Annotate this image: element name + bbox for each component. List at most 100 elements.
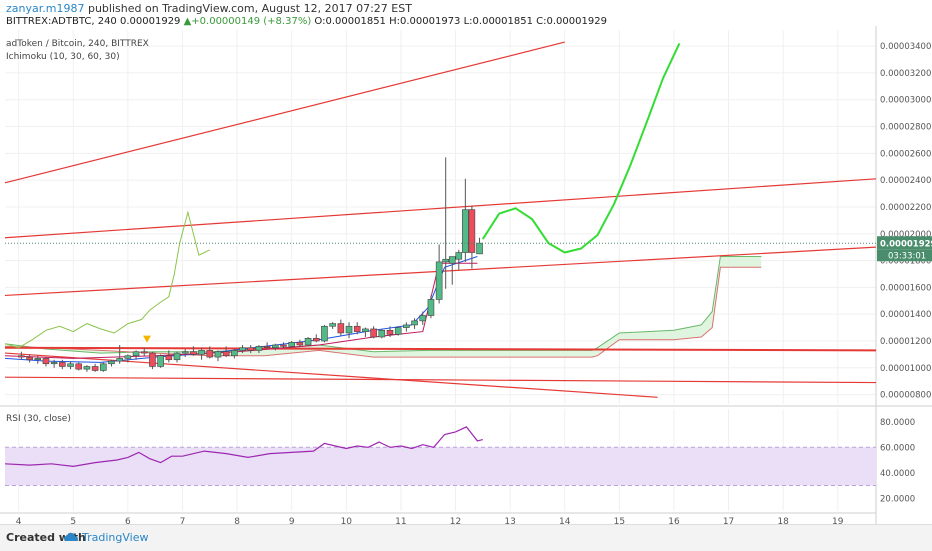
candle-body xyxy=(321,325,328,342)
rsi-axis-label: 80.0000 xyxy=(880,418,915,428)
author-link[interactable]: zanyar.m1987 xyxy=(6,2,85,15)
rsi-axis-label: 60.0000 xyxy=(880,443,915,453)
candle-body xyxy=(239,347,246,351)
trend-line xyxy=(4,178,877,239)
candle-body xyxy=(419,315,427,322)
ichimoku-cloud xyxy=(5,256,762,358)
chart-title-label: adToken / Bitcoin, 240, BITTREX xyxy=(6,39,149,49)
candle-body xyxy=(353,325,361,332)
candle-body xyxy=(362,328,369,332)
price-axis-label: 0.00000800 xyxy=(880,391,931,401)
candle-body xyxy=(272,344,279,348)
time-axis-label: 6 xyxy=(125,517,131,524)
candle-body xyxy=(394,327,402,335)
ohlc-values: O:0.00001851 H:0.00001973 L:0.00001851 C… xyxy=(311,16,607,27)
price-axis-label: 0.00001800 xyxy=(880,257,931,267)
rsi-legend-label: RSI (30, close) xyxy=(6,414,71,424)
time-axis-label: 9 xyxy=(289,517,295,524)
price-axis-label: 0.00003000 xyxy=(880,96,931,106)
ichimoku-legend-label: Ichimoku (10, 30, 60, 30) xyxy=(6,52,120,62)
candle-body xyxy=(26,356,33,361)
candle-body xyxy=(378,329,386,338)
candle-body xyxy=(214,351,222,358)
candle-body xyxy=(296,342,304,346)
rsi-band xyxy=(5,447,876,486)
ichimoku-base-line xyxy=(4,262,478,359)
candle-body xyxy=(329,323,336,327)
candle-body xyxy=(304,338,312,346)
candle-body xyxy=(124,355,132,359)
symbol-info-line: BITTREX:ADTBTC, 240 0.00001929 ▲+0.00000… xyxy=(6,16,607,27)
trend-line xyxy=(4,41,565,184)
time-axis-label: 5 xyxy=(70,517,76,524)
price-axis-label: 0.00003400 xyxy=(880,42,931,52)
rsi-axis-label: 40.0000 xyxy=(880,469,915,479)
time-axis-label: 18 xyxy=(777,517,789,524)
candle-body xyxy=(181,351,189,354)
price-axis-label: 0.00002400 xyxy=(880,176,931,186)
candle-body xyxy=(476,242,483,255)
price-axis-label: 0.00001600 xyxy=(880,283,931,293)
price-axis-label: 0.00002000 xyxy=(880,230,931,240)
candle-body xyxy=(206,350,214,358)
candle-body xyxy=(140,351,148,354)
candle-body xyxy=(312,338,320,342)
time-axis-label: 15 xyxy=(614,517,625,524)
candle-body xyxy=(198,350,205,355)
candle-body xyxy=(91,366,99,371)
candle-body xyxy=(263,346,271,348)
publish-info: published on TradingView.com, August 12,… xyxy=(84,2,412,15)
tradingview-cloud-icon xyxy=(64,532,78,541)
candle-body xyxy=(435,261,443,300)
time-axis-label: 7 xyxy=(180,517,186,524)
candle-body xyxy=(149,352,156,367)
tradingview-brand-link[interactable]: TradingView xyxy=(82,531,149,544)
time-axis-label: 10 xyxy=(341,517,353,524)
candle-body xyxy=(337,323,345,334)
price-change: ▲+0.00000149 (+8.37%) xyxy=(183,16,312,27)
candle-body xyxy=(255,346,263,351)
candle-body xyxy=(231,350,238,357)
candle-body xyxy=(190,351,197,355)
candle-body xyxy=(34,358,42,361)
time-axis-label: 14 xyxy=(559,517,571,524)
price-chart-svg[interactable]: 0.00003400 0.00003200 0.00003000 0.00002800… xyxy=(0,26,932,527)
candle-body xyxy=(173,352,181,361)
candle-body xyxy=(345,325,353,334)
price-axis-label: 0.00003200 xyxy=(880,69,931,79)
candle-body xyxy=(42,358,50,365)
time-axis-label: 11 xyxy=(395,517,406,524)
ichimoku-span-b xyxy=(4,266,762,358)
chart-header: zanyar.m1987 published on TradingView.co… xyxy=(0,0,932,30)
candle-body xyxy=(75,363,83,370)
time-axis-label: 8 xyxy=(234,517,240,524)
candle-body xyxy=(116,358,123,362)
time-axis-label: 16 xyxy=(668,517,680,524)
candle-body xyxy=(157,355,164,367)
candle-body xyxy=(165,355,173,361)
chart-area[interactable]: 0.00003400 0.00003200 0.00003000 0.00002800… xyxy=(0,26,932,527)
trend-line xyxy=(4,352,658,398)
countdown-label: 03:33:01 xyxy=(888,251,926,261)
candle-body xyxy=(108,360,115,365)
footer-bar: Created with TradingView xyxy=(0,524,932,551)
candle-body xyxy=(411,320,418,326)
time-axis-label: 17 xyxy=(723,517,734,524)
price-axis-label: 0.00001200 xyxy=(880,337,931,347)
ichimoku-span-a xyxy=(4,256,762,354)
candle-body xyxy=(280,344,287,347)
time-axis-label: 19 xyxy=(832,517,844,524)
time-axis-label: 13 xyxy=(504,517,515,524)
price-axis-label: 0.00002200 xyxy=(880,203,931,213)
publish-line: zanyar.m1987 published on TradingView.co… xyxy=(6,2,412,15)
candle-body xyxy=(67,363,74,367)
candle-body xyxy=(18,355,25,358)
projection-path xyxy=(481,42,681,254)
candle-body xyxy=(462,209,469,253)
ichimoku-conversion-line xyxy=(4,256,478,363)
price-axis-label: 0.00002800 xyxy=(880,123,931,133)
rsi-axis-label: 20.0000 xyxy=(880,494,915,504)
candle-body xyxy=(403,324,410,328)
candle-body xyxy=(288,342,295,347)
last-price-tag xyxy=(877,236,932,250)
